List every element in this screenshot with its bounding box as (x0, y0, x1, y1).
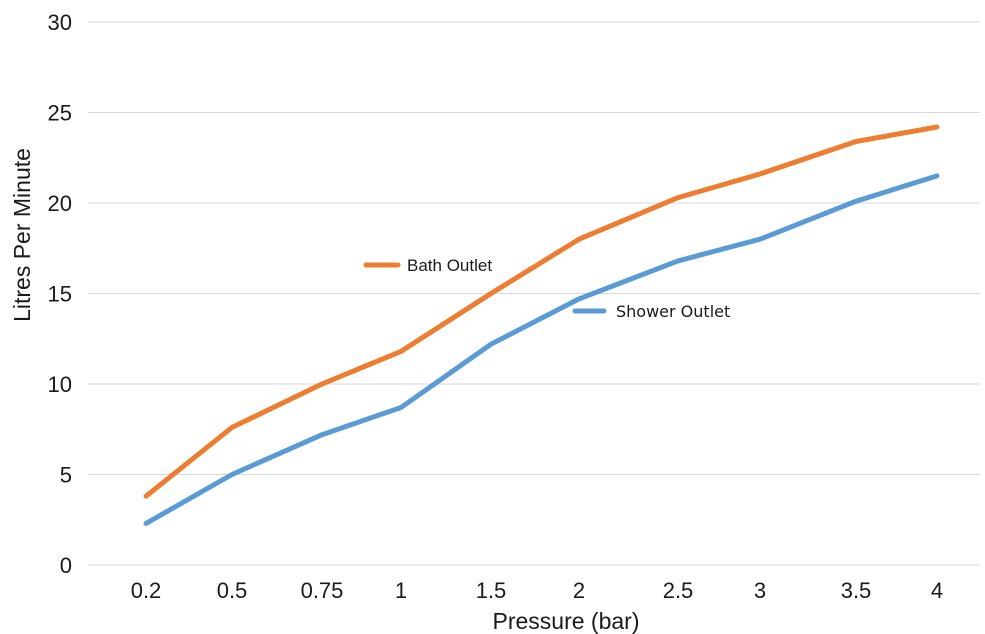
series-line-shower-outlet (143, 173, 940, 526)
y-tick-label: 5 (60, 463, 72, 488)
x-tick-label: 1.5 (476, 578, 507, 603)
y-tick-label: 30 (48, 10, 72, 35)
series-line-bath-outlet (143, 124, 940, 499)
gridlines (88, 21, 980, 566)
legend-label: Bath Outlet (407, 256, 492, 275)
y-tick-label: 15 (48, 282, 72, 307)
x-tick-label: 3 (754, 578, 766, 603)
y-axis-title: Litres Per Minute (9, 148, 35, 322)
legend-label: Shower Outlet (616, 302, 730, 321)
x-tick-label: 2.5 (663, 578, 694, 603)
x-tick-label: 0.75 (301, 578, 344, 603)
x-tick-label: 0.5 (217, 578, 248, 603)
y-tick-label: 10 (48, 372, 72, 397)
x-tick-label: 1 (395, 578, 407, 603)
x-axis-title: Pressure (bar) (493, 608, 640, 634)
legend-item: Shower Outlet (572, 302, 730, 321)
x-tick-label: 2 (573, 578, 585, 603)
legend-item: Bath Outlet (363, 256, 492, 275)
legend: Bath Outlet Shower Outlet (363, 256, 730, 321)
x-axis-ticks: 0.2 0.5 0.75 1 1.5 2 2.5 3 3.5 4 (131, 578, 943, 603)
series-lines (143, 124, 940, 526)
x-tick-label: 0.2 (131, 578, 162, 603)
y-tick-label: 25 (48, 101, 72, 126)
y-tick-label: 0 (60, 553, 72, 578)
x-tick-label: 4 (931, 578, 943, 603)
y-tick-label: 20 (48, 191, 72, 216)
y-axis-ticks: 0 5 10 15 20 25 30 (48, 10, 72, 578)
x-tick-label: 3.5 (841, 578, 872, 603)
